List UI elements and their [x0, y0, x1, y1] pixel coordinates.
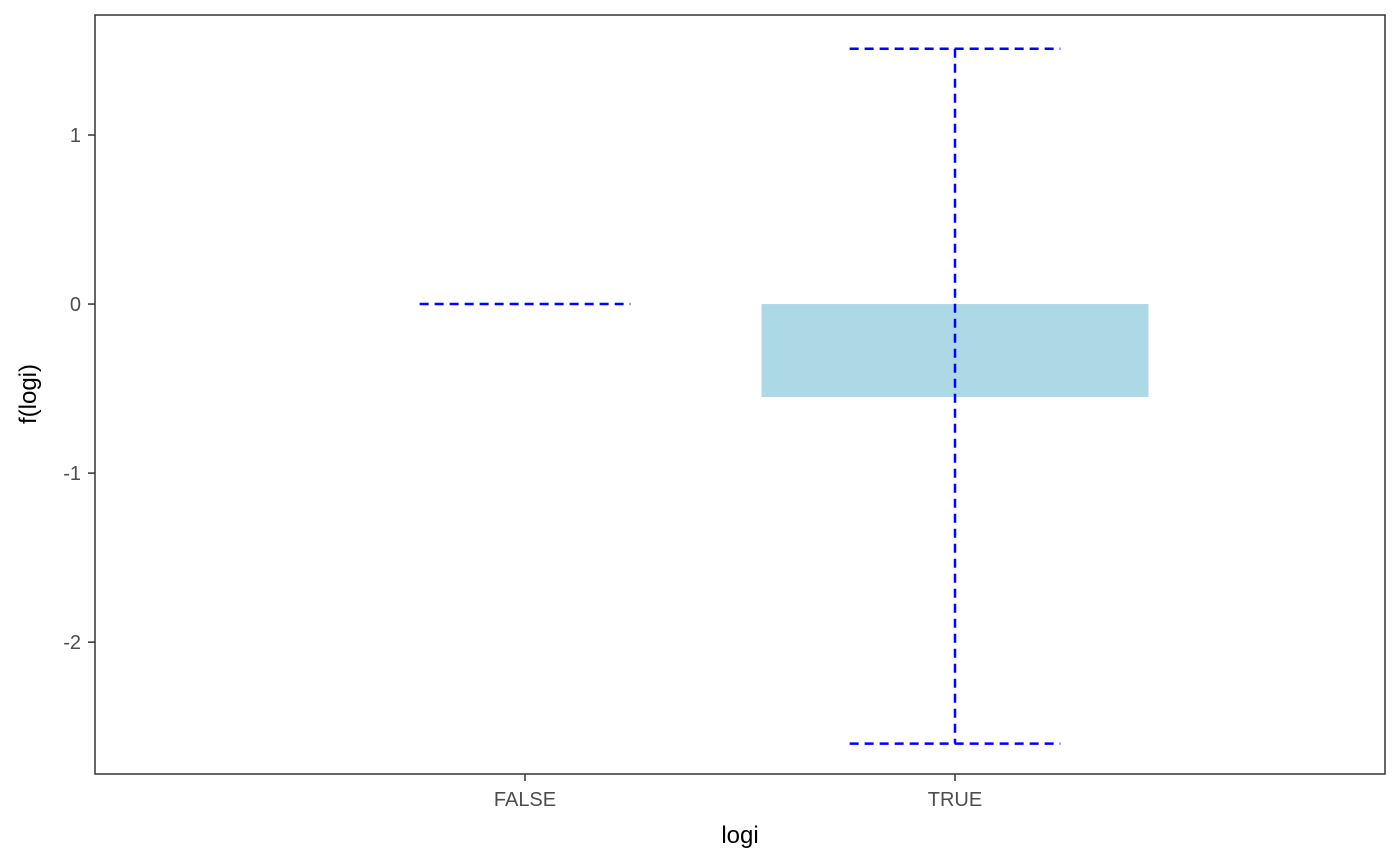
panel-border — [94, 14, 1386, 775]
y-tick-label: 1 — [70, 125, 81, 147]
y-tick-label: -2 — [63, 632, 81, 654]
y-tick-label: -1 — [63, 463, 81, 485]
x-axis-title: logi — [721, 822, 758, 849]
x-tick-label: FALSE — [494, 789, 556, 811]
y-tick-label: 0 — [70, 294, 81, 316]
error-bars-layer — [419, 47, 1061, 745]
panel-background — [95, 15, 1385, 774]
y-axis: 1 0 -1 -2 — [63, 125, 95, 654]
x-tick-label: TRUE — [928, 789, 982, 811]
x-axis: FALSE TRUE — [494, 774, 982, 811]
y-axis-title: f(logi) — [15, 364, 42, 424]
